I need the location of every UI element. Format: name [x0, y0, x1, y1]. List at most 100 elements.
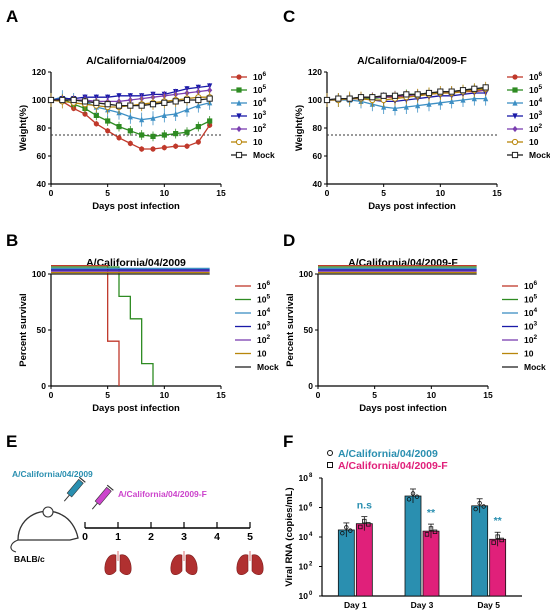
data-point [127, 128, 133, 134]
x-tick-label: 5 [381, 188, 386, 198]
replicate-point [348, 528, 353, 533]
x-tick-label: 15 [483, 390, 493, 400]
y-tick-exponent: 2 [309, 562, 313, 568]
bar [422, 530, 440, 597]
mouse-icon [10, 506, 79, 553]
data-point [149, 101, 157, 108]
survival-chart-b: 0 50 100 0 5 10 15 A/California/04/2009 Days pos… [18, 257, 279, 414]
survival-curve [51, 264, 120, 386]
legend-marker [512, 99, 518, 106]
x-tick-label: Day 5 [477, 600, 500, 610]
legend-marker [236, 87, 242, 93]
data-point [426, 101, 432, 107]
x-tick-label: 10 [436, 188, 446, 198]
data-point [139, 132, 145, 138]
legend-entry: 102 [257, 334, 270, 345]
data-point [93, 112, 99, 118]
legend-marker [511, 151, 519, 159]
data-point [161, 112, 167, 118]
data-point [195, 139, 201, 145]
bar [489, 538, 507, 597]
data-point [116, 135, 122, 141]
bar [337, 529, 355, 597]
y-tick-exponent: 8 [309, 473, 313, 479]
bar [404, 495, 422, 597]
legend-entry: 106 [529, 71, 542, 82]
data-point [460, 96, 466, 103]
host-label: BALB/c [14, 554, 45, 564]
y-tick-label: 100 [32, 95, 46, 105]
legend-entry: 10 [524, 349, 534, 359]
data-point [161, 132, 167, 138]
data-point [482, 84, 489, 91]
x-tick-label: 15 [492, 188, 502, 198]
bar [471, 505, 489, 597]
x-tick-label: 15 [216, 188, 226, 198]
legend-entry: 104 [524, 307, 537, 318]
panel-label-f: F [283, 432, 293, 451]
significance-label: ** [427, 507, 436, 519]
timeline-day-label: 2 [148, 531, 154, 543]
timeline-day-label: 1 [115, 531, 121, 543]
y-tick-label: 10 [299, 562, 309, 572]
panel-label-b: B [6, 231, 18, 250]
x-tick-label: Day 1 [344, 600, 367, 610]
x-tick-label: 10 [427, 390, 437, 400]
data-point [437, 88, 444, 95]
legend-entry: Mock [529, 150, 550, 160]
data-point [150, 133, 156, 139]
syringe-icon [63, 476, 86, 502]
replicate-point [366, 522, 371, 527]
y-tick-label: 60 [313, 151, 323, 161]
replicate-point [362, 518, 367, 524]
legend-entry: 105 [529, 84, 542, 95]
y-axis-label: Percent survival [18, 293, 29, 366]
x-tick-label: 0 [49, 390, 54, 400]
legend-entry: 103 [253, 110, 266, 121]
y-tick-label: 10 [299, 591, 309, 601]
data-point [116, 93, 122, 99]
legend-marker [236, 99, 242, 106]
y-tick-label: 50 [304, 325, 314, 335]
data-point [392, 105, 398, 111]
legend-entry: 104 [253, 97, 266, 108]
y-tick-exponent: 4 [309, 532, 313, 538]
timeline-day-label: 3 [181, 531, 187, 543]
y-tick-label: 120 [32, 67, 46, 77]
y-tick-label: 40 [37, 179, 47, 189]
legend-marker [236, 74, 242, 80]
legend-entry: 104 [529, 97, 542, 108]
data-point [59, 96, 66, 104]
x-tick-label: 5 [372, 390, 377, 400]
data-point [161, 99, 168, 106]
chart-title: A/California/04/2009-F [357, 55, 467, 67]
data-point [391, 92, 399, 99]
replicate-point [491, 540, 496, 545]
y-tick-label: 120 [308, 67, 322, 77]
chart-title: A/California/04/2009 [86, 257, 186, 269]
y-tick-exponent: 0 [309, 591, 313, 597]
legend-entry: 103 [524, 321, 537, 332]
legend-entry: 102 [253, 123, 266, 134]
timeline-day-label: 0 [82, 531, 88, 543]
x-tick-label: 0 [49, 188, 54, 198]
x-axis-label: Days post infection [92, 403, 180, 414]
y-tick-exponent: 6 [309, 503, 313, 509]
data-point [173, 131, 179, 137]
syringe-icon [91, 484, 114, 510]
data-point [471, 95, 477, 102]
y-tick-label: 40 [313, 179, 323, 189]
legend-entry: Mock [257, 362, 279, 372]
replicate-point [477, 501, 482, 506]
replicate-point [473, 506, 478, 512]
bar [355, 523, 373, 597]
data-point [104, 101, 111, 108]
legend-entry: 104 [257, 307, 270, 318]
y-tick-label: 100 [308, 95, 322, 105]
lung-icon [236, 551, 264, 576]
data-point [81, 98, 89, 105]
data-point [207, 118, 213, 124]
data-point [415, 102, 421, 109]
legend-marker [236, 113, 242, 120]
